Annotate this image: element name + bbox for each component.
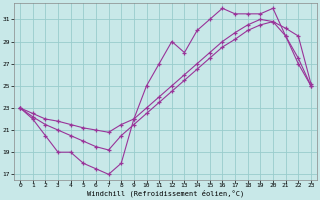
X-axis label: Windchill (Refroidissement éolien,°C): Windchill (Refroidissement éolien,°C) (87, 190, 244, 197)
